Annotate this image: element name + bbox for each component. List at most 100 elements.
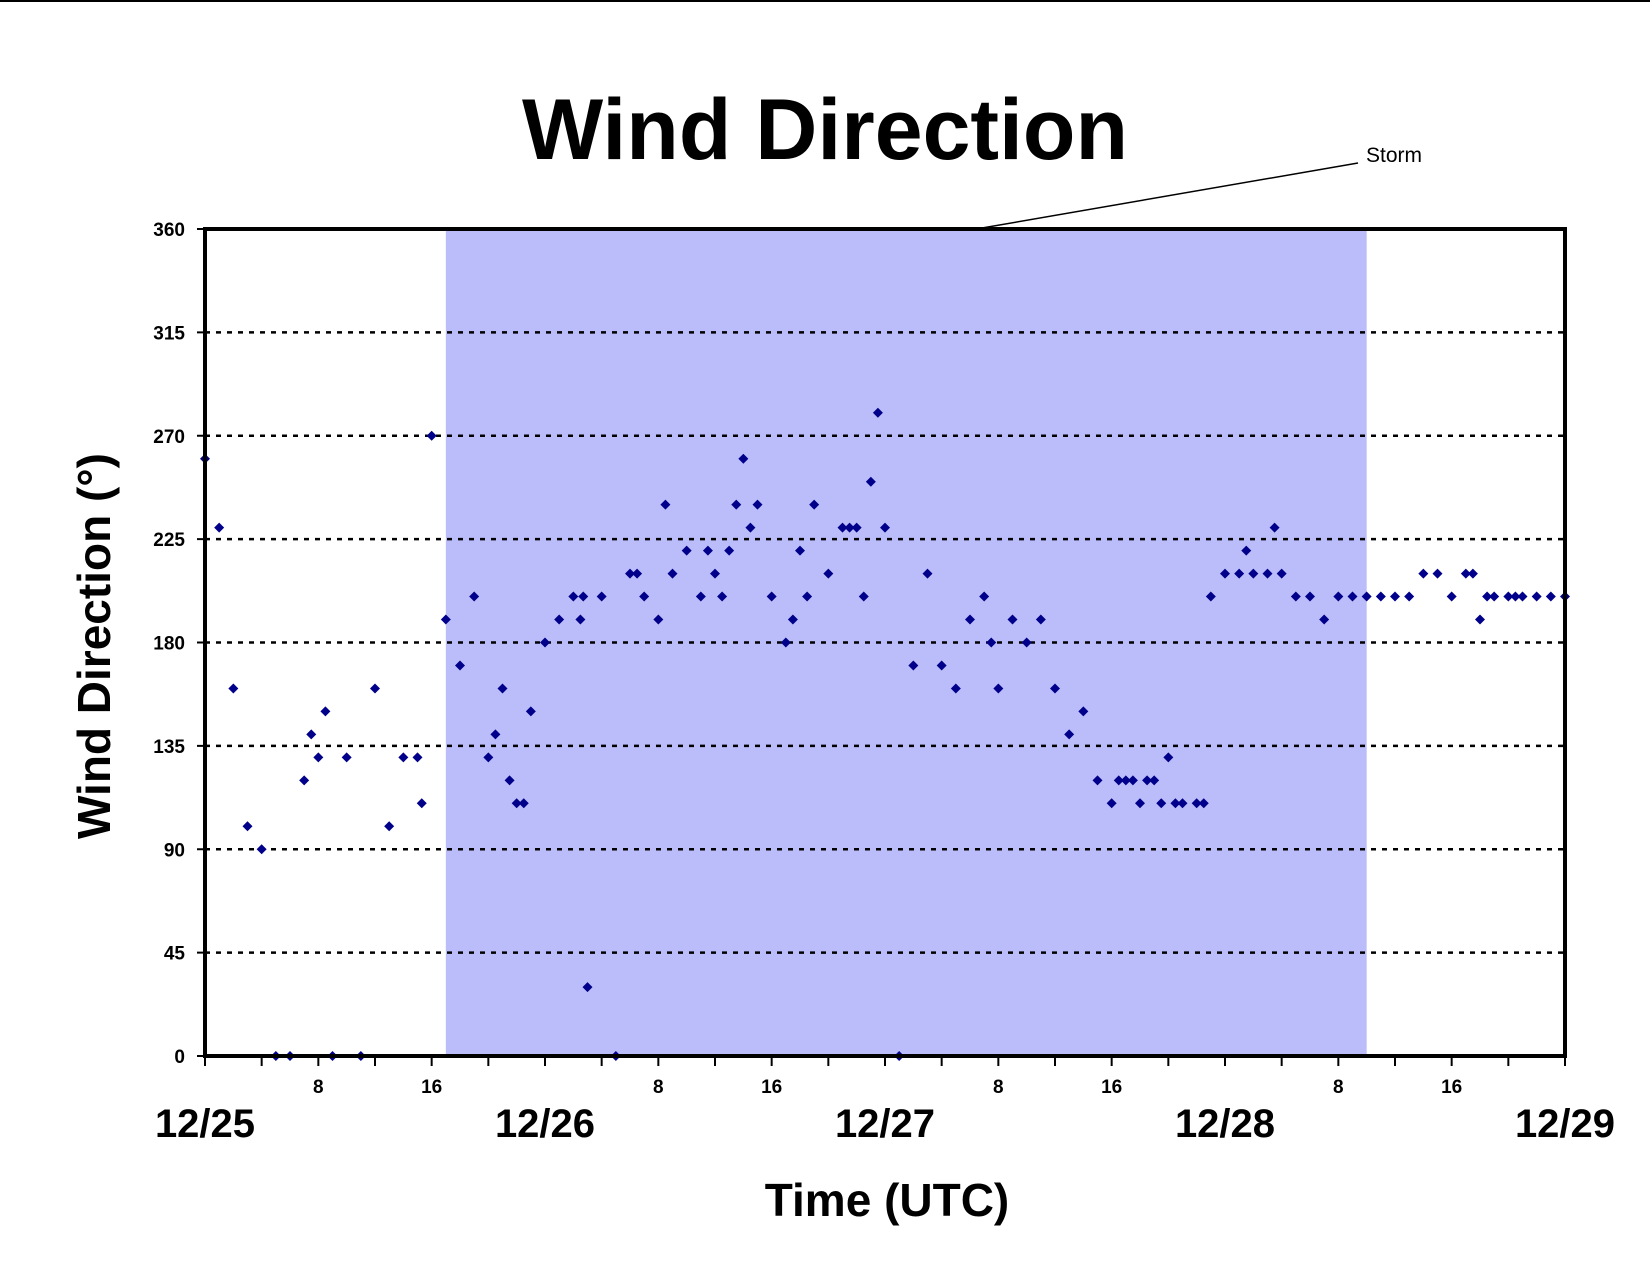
data-point [370, 683, 380, 694]
data-point [625, 568, 635, 579]
y-axis-label: Wind Direction (°) [68, 453, 120, 839]
data-point [844, 522, 855, 533]
data-point [1170, 798, 1181, 809]
data-point [1092, 775, 1103, 786]
data-point [993, 683, 1004, 694]
data-point [653, 614, 664, 625]
data-point [1142, 775, 1153, 786]
data-point [950, 683, 961, 694]
storm-annotation: Storm [1366, 144, 1422, 167]
data-point [313, 752, 324, 763]
data-point [681, 545, 692, 556]
data-point [242, 821, 253, 832]
data-point [1404, 591, 1415, 602]
data-point [256, 844, 267, 855]
data-point [1035, 614, 1046, 625]
data-point [341, 752, 352, 763]
data-point [880, 522, 890, 533]
data-point [1127, 775, 1138, 786]
data-point [1467, 568, 1478, 579]
data-point [667, 568, 678, 579]
data-point [426, 430, 437, 441]
y-axis-ticks: 0 45 90 135 180 225 270 315 360 [153, 220, 205, 1068]
data-point [440, 614, 451, 625]
data-point [582, 982, 593, 993]
data-point [1333, 591, 1344, 602]
data-point [695, 591, 706, 602]
data-point [851, 522, 862, 533]
data-point [1503, 591, 1514, 602]
data-point [1156, 798, 1167, 809]
data-point [1517, 591, 1528, 602]
data-point [1510, 591, 1521, 602]
data-point [1021, 637, 1032, 648]
data-point [660, 499, 671, 510]
data-point [986, 637, 997, 648]
data-point [228, 683, 239, 694]
y-tick-label: 360 [153, 220, 185, 241]
data-point [731, 499, 742, 510]
data-point [1191, 798, 1202, 809]
y-tick-label: 315 [153, 323, 185, 344]
data-point [795, 545, 805, 556]
data-point [384, 821, 395, 832]
data-point [1163, 752, 1174, 763]
top-border-line [0, 0, 1650, 2]
data-point [469, 591, 480, 602]
data-point [554, 614, 565, 625]
y-tick-label: 45 [164, 944, 186, 965]
data-point [872, 407, 883, 418]
data-point [1418, 568, 1429, 579]
data-point [1135, 798, 1145, 809]
data-point [1177, 798, 1188, 809]
data-point [1375, 591, 1386, 602]
data-point [1234, 568, 1245, 579]
data-point [1390, 591, 1400, 602]
data-point [1220, 568, 1230, 579]
data-point [578, 591, 589, 602]
data-point [1460, 568, 1471, 579]
x-minor-label: 16 [1441, 1077, 1462, 1098]
data-point [1248, 568, 1259, 579]
data-point [1361, 591, 1372, 602]
data-point [922, 568, 933, 579]
x-major-label: 12/28 [1175, 1102, 1275, 1146]
data-point [865, 476, 876, 487]
data-point [858, 591, 869, 602]
x-minor-label: 8 [993, 1077, 1004, 1098]
data-point [1276, 568, 1287, 579]
data-point [752, 499, 763, 510]
data-point [540, 637, 550, 648]
data-point [1305, 591, 1315, 602]
x-axis-label: Time (UTC) [765, 1174, 1010, 1226]
x-major-label: 12/26 [495, 1102, 595, 1146]
x-minor-label: 16 [1101, 1077, 1122, 1098]
data-point [1446, 591, 1457, 602]
y-tick-label: 270 [153, 427, 185, 448]
data-point [518, 798, 529, 809]
data-point [511, 798, 522, 809]
chart-title: Wind Direction [522, 82, 1128, 178]
data-point [766, 591, 777, 602]
data-point [1205, 591, 1216, 602]
y-tick-label: 135 [153, 737, 185, 758]
data-point [632, 568, 643, 579]
data-point [979, 591, 990, 602]
x-major-label: 12/27 [835, 1102, 935, 1146]
gridlines [205, 331, 1565, 954]
data-point [717, 591, 728, 602]
data-point [738, 453, 749, 464]
data-point [504, 775, 515, 786]
data-point [1531, 591, 1542, 602]
data-point [398, 752, 409, 763]
data-point [837, 522, 848, 533]
data-point [568, 591, 579, 602]
data-point [780, 637, 791, 648]
data-point [1319, 614, 1330, 625]
data-point [724, 545, 735, 556]
data-point [710, 568, 720, 579]
data-point [639, 591, 650, 602]
data-point [412, 752, 423, 763]
x-minor-label: 8 [653, 1077, 664, 1098]
